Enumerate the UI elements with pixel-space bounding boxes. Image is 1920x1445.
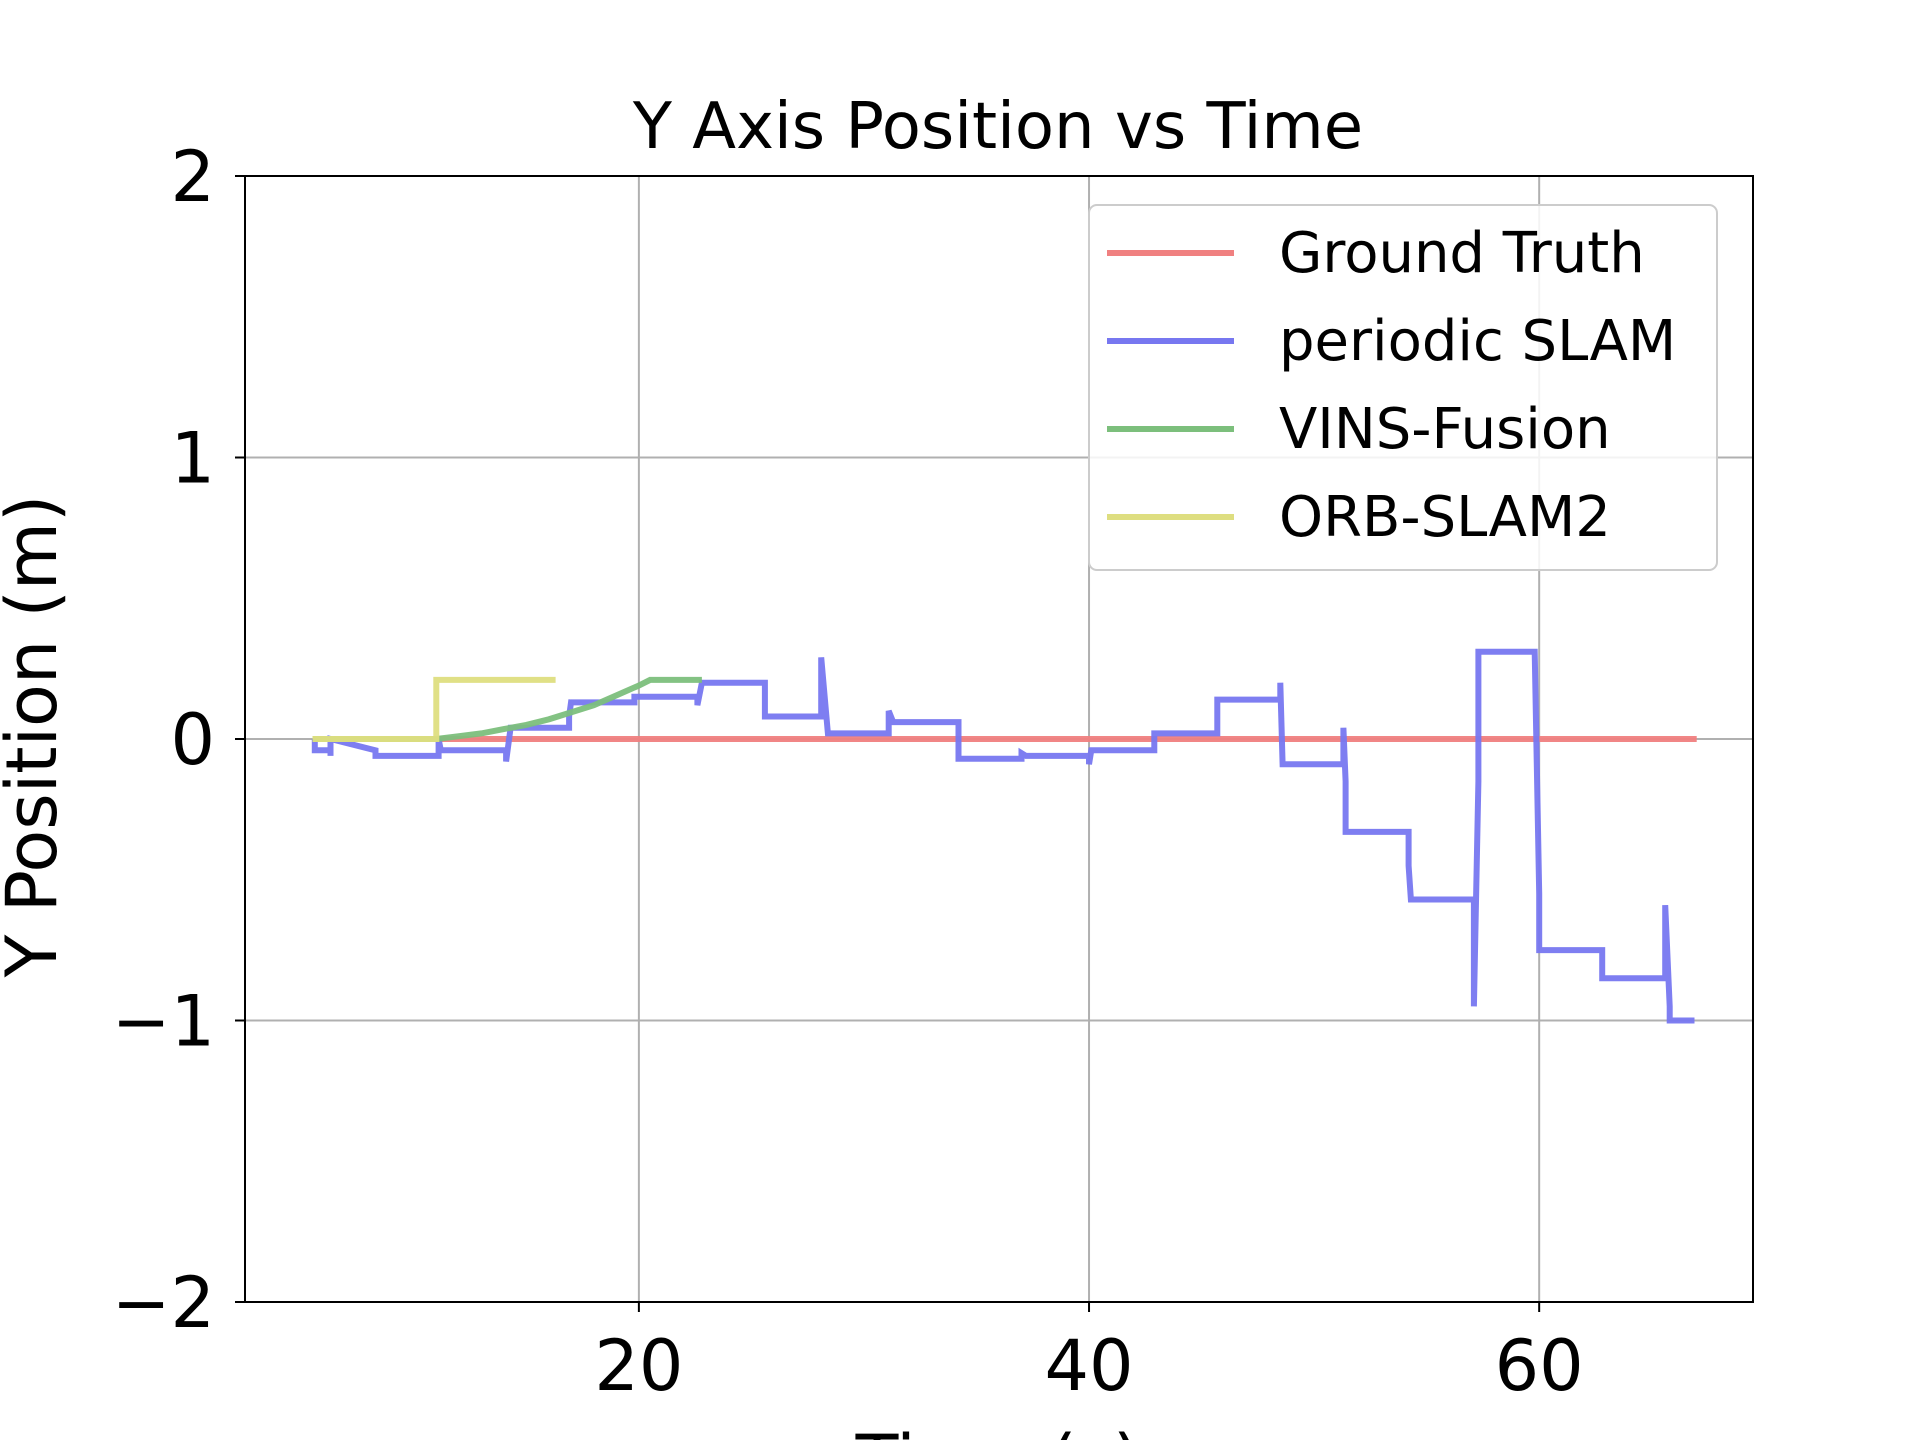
- series-lines: [311, 648, 1697, 1024]
- y-tick-label: 0: [170, 699, 215, 781]
- axis-ticks: 20 40 60 −2 −1 0 1 2: [112, 136, 1584, 1407]
- series-line-3: [312, 676, 556, 742]
- series-line-2: [312, 676, 702, 742]
- x-axis-label: Time (s): [855, 1420, 1141, 1440]
- y-axis-label: Y Position (m): [0, 495, 73, 979]
- x-tick-label: 20: [594, 1325, 683, 1407]
- x-tick-label: 60: [1495, 1325, 1584, 1407]
- legend-label-1: periodic SLAM: [1279, 309, 1676, 374]
- legend-box: [1088, 204, 1718, 571]
- legend: Ground Truth periodic SLAM VINS-Fusion ORB-…: [1088, 204, 1718, 571]
- y-tick-label: −1: [112, 981, 215, 1063]
- series-line-1: [311, 648, 1695, 1024]
- legend-label-2: VINS-Fusion: [1279, 397, 1611, 462]
- legend-label-0: Ground Truth: [1279, 221, 1645, 286]
- y-tick-label: 1: [170, 418, 215, 500]
- legend-label-3: ORB-SLAM2: [1279, 485, 1611, 550]
- y-tick-label: 2: [170, 136, 215, 218]
- x-tick-label: 40: [1044, 1325, 1133, 1407]
- chart-title: Y Axis Position vs Time: [632, 90, 1363, 164]
- y-tick-label: −2: [112, 1262, 215, 1344]
